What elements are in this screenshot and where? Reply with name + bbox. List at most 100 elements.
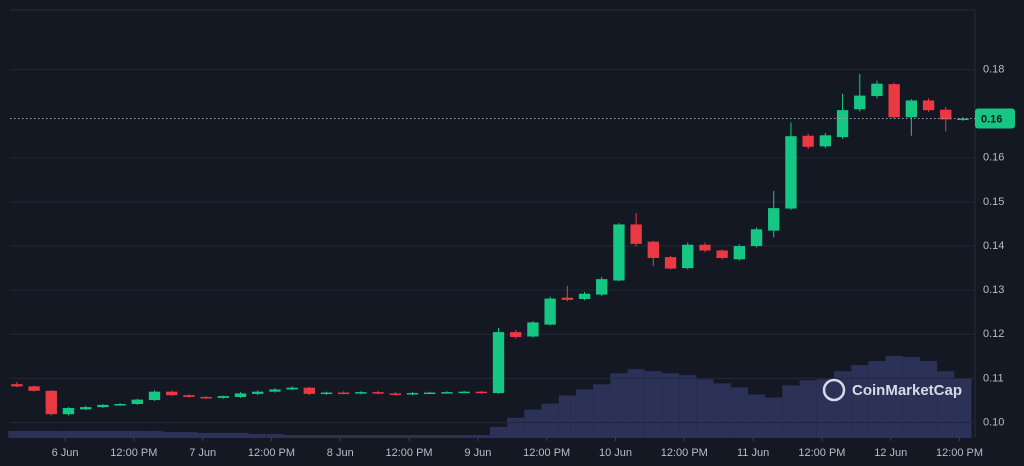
volume-bar [816, 379, 834, 438]
volume-bar [575, 389, 594, 438]
candle-body [269, 389, 281, 392]
volume-bar [369, 434, 387, 438]
candle-body [372, 392, 384, 394]
volume-bar [713, 383, 731, 438]
candle-body [544, 298, 556, 325]
volume-bar [851, 365, 869, 438]
x-tick-label: 6 Jun [52, 447, 79, 459]
candle-body [234, 393, 247, 397]
x-tick-label: 10 Jun [599, 447, 632, 459]
candle-body [664, 257, 677, 269]
candle-body [200, 396, 212, 399]
candle-body [854, 95, 866, 110]
volume-bar [782, 385, 800, 438]
candle-body [424, 392, 436, 395]
x-tick-label: 12 Jun [874, 447, 907, 459]
volume-bar [765, 397, 783, 438]
volume-bar [885, 356, 903, 438]
candle-body [338, 392, 350, 395]
candle-body [957, 118, 969, 121]
volume-bar [8, 430, 26, 438]
candle-body [62, 407, 75, 415]
y-tick-label: 0.15 [983, 196, 1004, 208]
x-tick-label: 7 Jun [189, 447, 216, 459]
candle-body [630, 224, 642, 244]
volume-bar [868, 361, 886, 438]
candle-layer [10, 73, 975, 416]
volume-bar [644, 371, 662, 438]
volume-bar [180, 431, 198, 438]
x-tick-label: 12:00 PM [936, 447, 983, 459]
candle-body [647, 241, 660, 258]
candle-body [940, 109, 952, 120]
candle-body [458, 391, 470, 394]
x-tick-label: 8 Jun [327, 447, 354, 459]
candle-body [596, 279, 608, 295]
y-tick-label: 0.16 [983, 152, 1004, 164]
candle-body [475, 391, 487, 394]
candle-body [45, 390, 57, 415]
volume-bar [77, 430, 95, 438]
x-tick-label: 12:00 PM [386, 447, 433, 459]
volume-bar [472, 434, 490, 438]
volume-bar [25, 430, 43, 438]
x-tick-label: 12:00 PM [110, 447, 157, 459]
volume-bar [231, 432, 250, 438]
candle-body [80, 407, 92, 410]
volume-bar [249, 433, 267, 438]
candle-body [114, 404, 126, 406]
volume-bar [386, 434, 404, 438]
candle-body [148, 391, 161, 401]
candle-body [217, 396, 229, 398]
y-tick-label: 0.14 [983, 240, 1004, 252]
candle-body [836, 110, 849, 138]
candle-body [406, 392, 419, 395]
volume-bar [747, 394, 766, 438]
candle-body [733, 246, 746, 260]
current-price-label: 0.16 [981, 113, 1002, 125]
volume-bar [111, 430, 129, 438]
candle-body [166, 391, 178, 396]
volume-bar [335, 434, 353, 438]
volume-bar [954, 378, 972, 438]
volume-bar [593, 384, 611, 438]
candle-body [768, 208, 780, 231]
candle-body [819, 135, 832, 147]
volume-bar [610, 373, 628, 438]
y-tick-label: 0.10 [983, 416, 1004, 428]
volume-bar [352, 434, 370, 438]
volume-bar [524, 409, 542, 438]
x-tick-label: 9 Jun [464, 447, 491, 459]
candle-body [183, 395, 195, 397]
volume-bar [799, 380, 817, 438]
volume-bar [42, 430, 60, 438]
watermark: CoinMarketCap [822, 378, 962, 402]
volume-bar [128, 430, 146, 438]
candle-body [905, 100, 918, 118]
candle-body [716, 250, 728, 258]
candle-body [527, 322, 539, 337]
candle-body [785, 136, 797, 209]
candle-body [286, 387, 298, 390]
candle-body [510, 332, 522, 337]
volume-bar [507, 417, 525, 438]
candle-body [252, 391, 264, 394]
volume-bar [283, 434, 301, 438]
label-layer: 0.10 0.11 0.12 0.13 0.14 0.15 0.16 0.18 6 Jun 12:… [52, 63, 1015, 459]
candle-body [871, 83, 883, 97]
candle-body [303, 387, 315, 394]
candle-body [97, 404, 109, 408]
volume-bar [59, 430, 78, 438]
volume-bar [696, 379, 714, 438]
volume-bar [266, 433, 284, 438]
volume-bar [730, 387, 748, 438]
y-tick-label: 0.12 [983, 328, 1004, 340]
x-tick-label: 12:00 PM [523, 447, 570, 459]
volume-bar [902, 357, 920, 438]
volume-bar [94, 430, 112, 438]
x-tick-label: 12:00 PM [661, 447, 708, 459]
volume-bar [661, 373, 680, 438]
candle-body [28, 386, 40, 391]
